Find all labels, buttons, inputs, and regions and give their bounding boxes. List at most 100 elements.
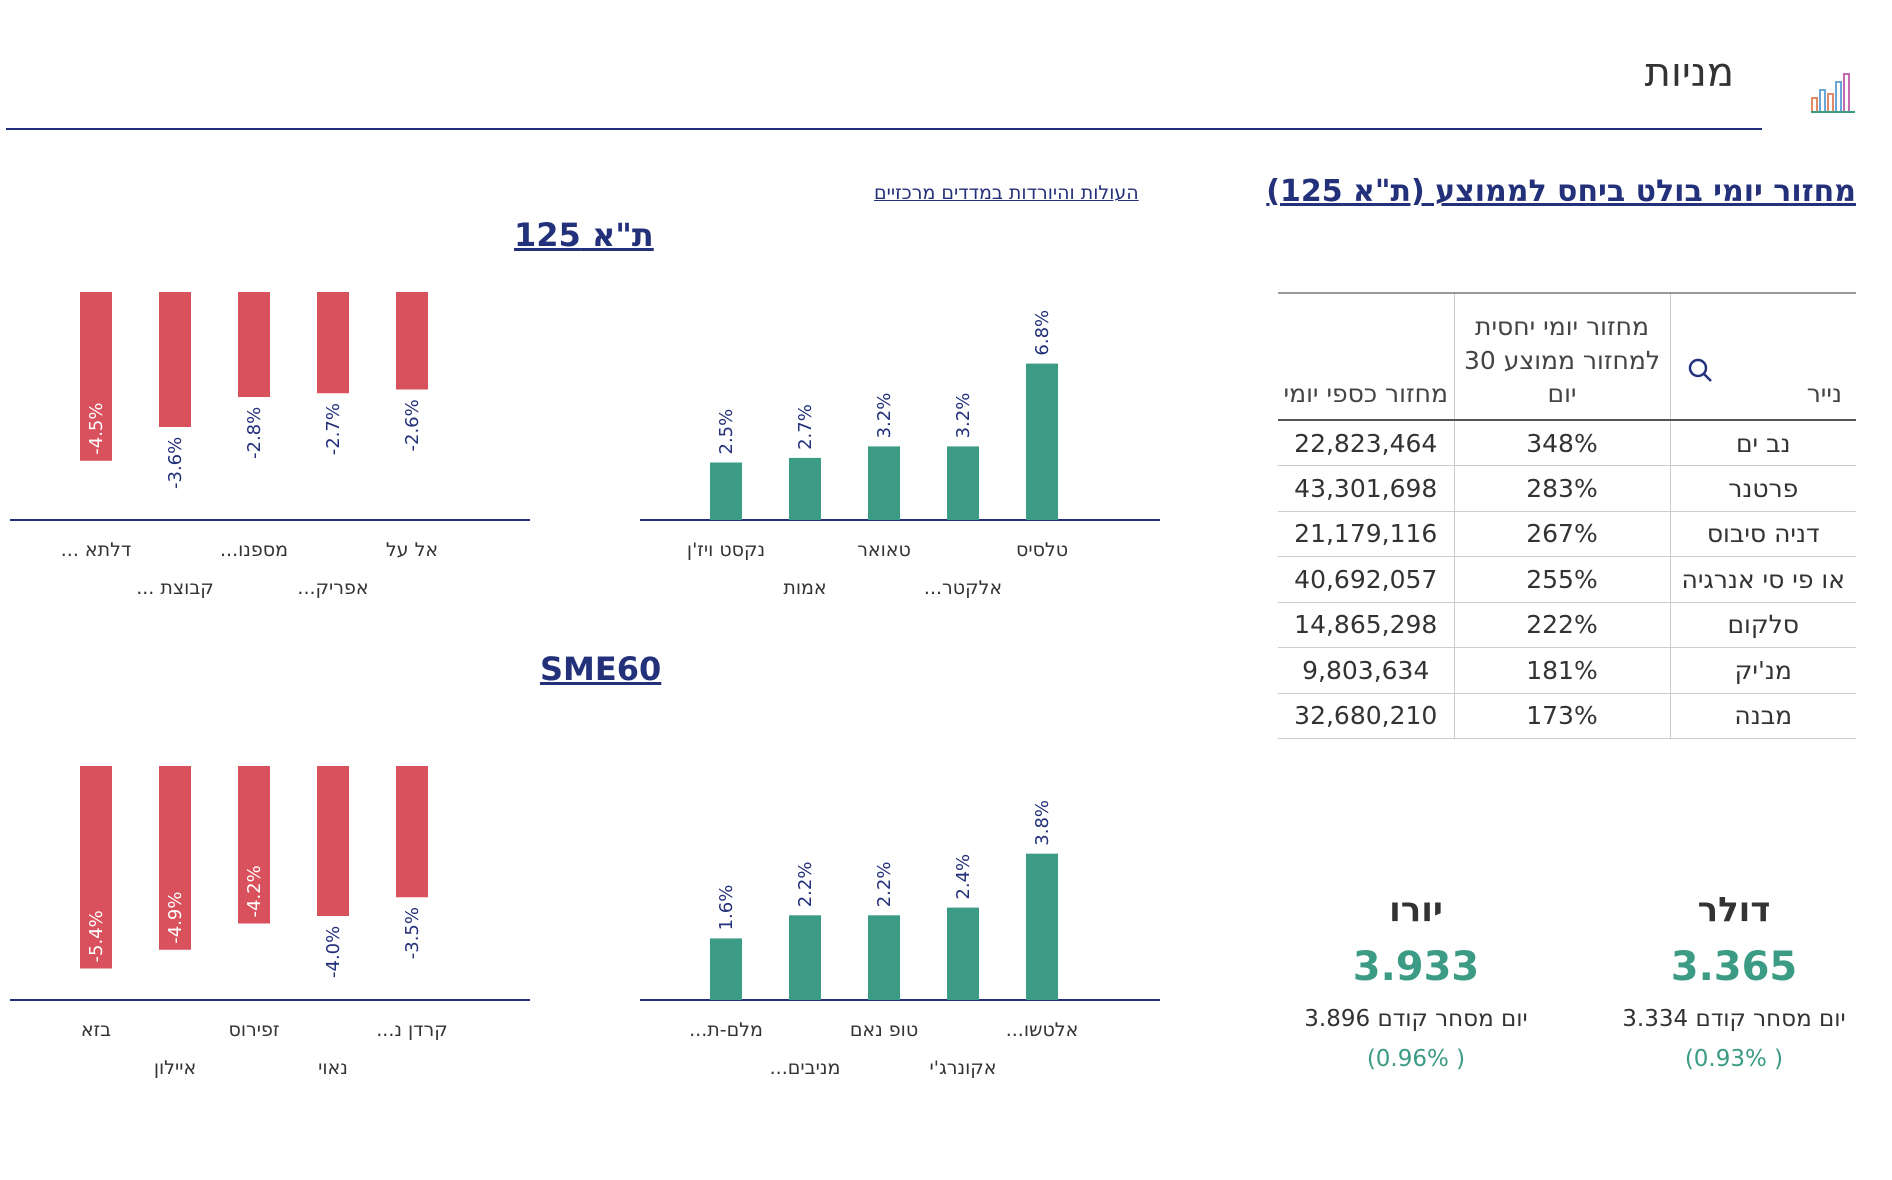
search-icon[interactable] bbox=[1687, 357, 1713, 383]
category-label[interactable]: אלקטר... bbox=[924, 577, 1002, 599]
category-label[interactable]: אפריק... bbox=[297, 577, 368, 599]
page-title: מניות bbox=[1644, 50, 1734, 96]
cell-name[interactable]: מבנה bbox=[1670, 693, 1856, 739]
currency-prev-label: יום מסחר קודם bbox=[1377, 1006, 1528, 1032]
bar[interactable] bbox=[159, 292, 191, 427]
data-label: 3.2% bbox=[953, 393, 974, 439]
data-label: 2.5% bbox=[716, 409, 737, 455]
bar[interactable] bbox=[710, 462, 742, 521]
column-header-name[interactable]: נייר bbox=[1670, 292, 1856, 421]
category-label[interactable]: זפירוס bbox=[229, 1019, 280, 1041]
cell-name[interactable]: נב ים bbox=[1670, 420, 1856, 466]
column-header-cash[interactable]: מחזור כספי יומי bbox=[1278, 292, 1455, 421]
cell-name[interactable]: או פי סי אנרגיה bbox=[1670, 556, 1856, 603]
data-label: -4.0% bbox=[323, 926, 344, 978]
currency-change: ( 0.96%) bbox=[1366, 1046, 1466, 1072]
bar[interactable] bbox=[238, 292, 270, 397]
table-row[interactable]: נב ים 348% 22,823,464 bbox=[1278, 420, 1856, 466]
movers-link[interactable]: העולות והיורדות במדדים מרכזיים bbox=[874, 182, 1139, 204]
ta125-title-link[interactable]: ת"א 125 bbox=[514, 216, 654, 254]
category-label[interactable]: אקונרג'י bbox=[930, 1057, 997, 1079]
data-label: -4.9% bbox=[165, 892, 186, 944]
category-label[interactable]: טאואר bbox=[857, 539, 911, 561]
bar[interactable] bbox=[868, 446, 900, 520]
bar[interactable] bbox=[868, 915, 900, 1000]
data-label: 6.8% bbox=[1032, 310, 1053, 356]
turnover-title-link[interactable]: מחזור יומי בולט ביחס לממוצע (ת"א 125) bbox=[1266, 174, 1856, 209]
data-label: 2.7% bbox=[795, 404, 816, 450]
bar[interactable] bbox=[317, 766, 349, 916]
currency-usd: דולר 3.365 יום מסחר קודם 3.334 ( 0.93%) bbox=[1604, 890, 1864, 1072]
cell-ratio: 255% bbox=[1454, 556, 1671, 603]
category-label[interactable]: אמות bbox=[783, 577, 826, 599]
bar[interactable] bbox=[1026, 853, 1058, 1000]
bar[interactable] bbox=[317, 292, 349, 394]
bar[interactable] bbox=[947, 907, 979, 1000]
category-label[interactable]: אלטשו... bbox=[1006, 1019, 1079, 1041]
currency-value: 3.933 bbox=[1352, 944, 1480, 990]
ta125-gainers-chart: 6.8% טלסיס 3.2% אלקטר... 3.2% טאואר 2.7% אמות 2.… bbox=[640, 310, 1160, 599]
cell-name[interactable]: פרטנר bbox=[1670, 465, 1856, 512]
data-label: -4.5% bbox=[86, 403, 107, 455]
category-label[interactable]: מלם-ת... bbox=[689, 1019, 763, 1041]
cell-cash: 22,823,464 bbox=[1278, 420, 1455, 466]
cell-ratio: 267% bbox=[1454, 511, 1671, 557]
cell-name[interactable]: דניה סיבוס bbox=[1670, 511, 1856, 557]
table-row[interactable]: דניה סיבוס 267% 21,179,116 bbox=[1278, 511, 1856, 557]
header-divider bbox=[6, 128, 1762, 130]
bar[interactable] bbox=[396, 766, 428, 898]
data-label: -4.2% bbox=[244, 865, 265, 917]
category-label[interactable]: איילון bbox=[154, 1057, 196, 1079]
currency-name: יורו bbox=[1389, 890, 1443, 930]
category-label[interactable]: טלסיס bbox=[1016, 539, 1068, 561]
data-label: 3.8% bbox=[1032, 800, 1053, 846]
category-label[interactable]: נאוי bbox=[318, 1057, 348, 1079]
bar[interactable] bbox=[80, 292, 112, 461]
bar[interactable] bbox=[789, 457, 821, 520]
cell-name[interactable]: סלקום bbox=[1670, 602, 1856, 648]
table-row[interactable]: מבנה 173% 32,680,210 bbox=[1278, 693, 1856, 739]
category-label[interactable]: מספנו... bbox=[220, 539, 288, 561]
table-row[interactable]: או פי סי אנרגיה 255% 40,692,057 bbox=[1278, 556, 1856, 603]
category-label[interactable]: מניבים... bbox=[770, 1057, 841, 1079]
category-label[interactable]: דלתא ... bbox=[61, 539, 132, 561]
currency-name: דולר bbox=[1697, 890, 1771, 930]
cell-ratio: 173% bbox=[1454, 693, 1671, 739]
cell-cash: 9,803,634 bbox=[1278, 647, 1455, 694]
bar[interactable] bbox=[947, 446, 979, 520]
column-header-ratio[interactable]: מחזור יומי יחסית למחזור ממוצע 30 יום bbox=[1454, 292, 1671, 421]
currency-prev: יום מסחר קודם 3.334 bbox=[1604, 1006, 1864, 1032]
bar[interactable] bbox=[80, 766, 112, 969]
category-label[interactable]: נקסט ויז'ן bbox=[687, 539, 765, 561]
data-label: -5.4% bbox=[86, 910, 107, 962]
table-row[interactable]: מנ'יק 181% 9,803,634 bbox=[1278, 647, 1856, 694]
sme60-gainers-chart: 3.8% אלטשו... 2.4% אקונרג'י 2.2% טופ נאם 2.2% מ… bbox=[640, 800, 1160, 1079]
cell-cash: 40,692,057 bbox=[1278, 556, 1455, 603]
bar[interactable] bbox=[1026, 363, 1058, 520]
category-label[interactable]: בזא bbox=[81, 1019, 111, 1041]
sme60-losers-chart: -3.5% קרדן נ... -4.0% נאוי -4.2% זפירוס -4.9% א… bbox=[10, 766, 530, 1079]
turnover-table: נייר מחזור יומי יחסית למחזור ממוצע 30 יו… bbox=[1278, 292, 1856, 739]
data-label: -3.6% bbox=[165, 437, 186, 489]
sme60-title-link[interactable]: SME60 bbox=[540, 650, 662, 688]
category-label[interactable]: טופ נאם bbox=[850, 1019, 918, 1041]
bar[interactable] bbox=[789, 915, 821, 1000]
table-row[interactable]: פרטנר 283% 43,301,698 bbox=[1278, 465, 1856, 512]
category-label[interactable]: קרדן נ... bbox=[376, 1019, 448, 1041]
category-label[interactable]: אל על bbox=[386, 539, 438, 561]
cell-ratio: 283% bbox=[1454, 465, 1671, 512]
bar[interactable] bbox=[396, 292, 428, 390]
cell-ratio: 181% bbox=[1454, 647, 1671, 694]
bar[interactable] bbox=[238, 766, 270, 924]
category-label[interactable]: קבוצת ... bbox=[136, 577, 214, 599]
cell-cash: 14,865,298 bbox=[1278, 602, 1455, 648]
ta125-losers-chart: -2.6% אל על -2.7% אפריק... -2.8% מספנו... -3.6… bbox=[10, 292, 530, 599]
column-header-name-label: נייר bbox=[1806, 379, 1842, 409]
cell-name[interactable]: מנ'יק bbox=[1670, 647, 1856, 694]
cell-cash: 32,680,210 bbox=[1278, 693, 1455, 739]
currency-prev: יום מסחר קודם 3.896 bbox=[1286, 1006, 1546, 1032]
data-label: -2.7% bbox=[323, 403, 344, 455]
bar[interactable] bbox=[159, 766, 191, 950]
bar[interactable] bbox=[710, 938, 742, 1000]
table-row[interactable]: סלקום 222% 14,865,298 bbox=[1278, 602, 1856, 648]
